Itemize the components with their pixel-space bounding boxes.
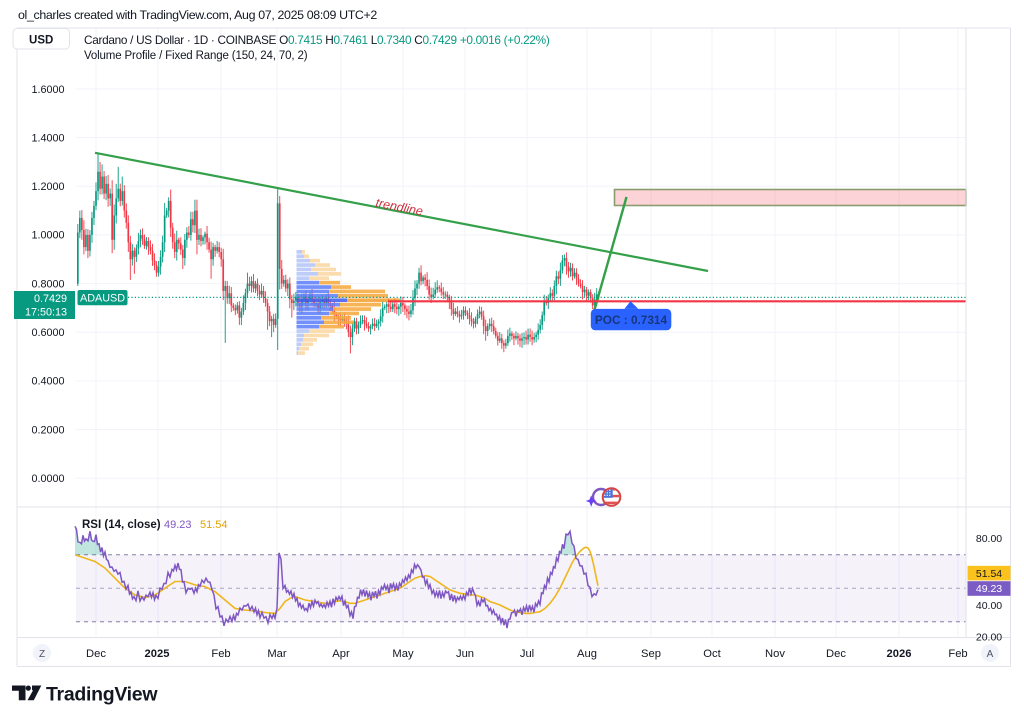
svg-text:0.7429: 0.7429 xyxy=(34,293,67,305)
svg-text:Apr: Apr xyxy=(332,648,350,660)
svg-text:1.4000: 1.4000 xyxy=(31,132,64,144)
svg-text:2025: 2025 xyxy=(145,648,170,660)
svg-text:0.6000: 0.6000 xyxy=(31,327,64,339)
svg-text:Dec: Dec xyxy=(86,648,106,660)
svg-text:ol_charles created with Tradin: ol_charles created with TradingView.com,… xyxy=(18,8,377,22)
svg-text:80.00: 80.00 xyxy=(976,533,1002,545)
svg-text:A: A xyxy=(987,649,994,660)
svg-text:Feb: Feb xyxy=(948,648,967,660)
svg-text:Jun: Jun xyxy=(456,648,474,660)
svg-text:0.0000: 0.0000 xyxy=(31,473,64,485)
svg-text:1.6000: 1.6000 xyxy=(31,84,64,96)
svg-text:1.0000: 1.0000 xyxy=(31,230,64,242)
svg-text:Sep: Sep xyxy=(641,648,661,660)
svg-text:17:50:13: 17:50:13 xyxy=(25,307,67,319)
svg-text:1.2000: 1.2000 xyxy=(31,181,64,193)
svg-text:2026: 2026 xyxy=(887,648,912,660)
svg-text:May: May xyxy=(392,648,414,660)
svg-text:USD: USD xyxy=(29,35,53,47)
svg-text:49.23: 49.23 xyxy=(164,519,192,531)
svg-text:51.54: 51.54 xyxy=(200,519,228,531)
svg-text:TradingView: TradingView xyxy=(46,684,158,706)
svg-text:40.00: 40.00 xyxy=(976,600,1002,612)
svg-text:Mar: Mar xyxy=(267,648,287,660)
svg-text:0.4000: 0.4000 xyxy=(31,376,64,388)
svg-text:Cardano / US Dollar · 1D · COI: Cardano / US Dollar · 1D · COINBASE O0.7… xyxy=(84,33,550,47)
svg-text:49.23: 49.23 xyxy=(976,583,1002,595)
svg-text:0.8000: 0.8000 xyxy=(31,278,64,290)
svg-text:RSI (14, close): RSI (14, close) xyxy=(82,519,161,531)
svg-text:Dec: Dec xyxy=(826,648,846,660)
svg-text:Jul: Jul xyxy=(520,648,534,660)
svg-text:Volume Profile / Fixed Range (: Volume Profile / Fixed Range (150, 24, 7… xyxy=(84,50,308,62)
svg-text:20.00: 20.00 xyxy=(976,632,1002,644)
svg-text:Oct: Oct xyxy=(703,648,721,660)
svg-text:trendline: trendline xyxy=(374,196,424,219)
svg-text:Aug: Aug xyxy=(577,648,597,660)
svg-text:POC : 0.7314: POC : 0.7314 xyxy=(595,313,668,327)
svg-text:0.2000: 0.2000 xyxy=(31,424,64,436)
svg-text:Feb: Feb xyxy=(211,648,230,660)
svg-text:51.54: 51.54 xyxy=(976,568,1002,580)
svg-text:Z: Z xyxy=(39,649,45,660)
svg-text:ADAUSD: ADAUSD xyxy=(80,292,125,304)
svg-text:Nov: Nov xyxy=(765,648,785,660)
